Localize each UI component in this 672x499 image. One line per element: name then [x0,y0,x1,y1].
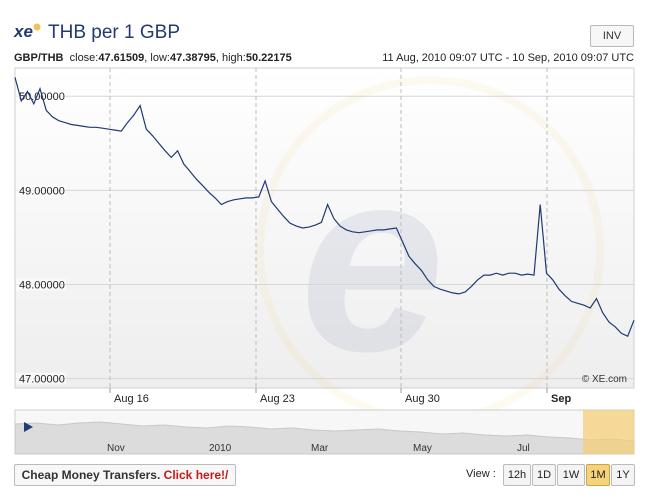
view-button-12h[interactable]: 12h [503,464,531,486]
navigator-window[interactable] [583,410,634,454]
pair-label: GBP/THB [14,52,64,64]
y-label-bg [16,184,66,197]
y-tick-label: 49.00000 [19,185,65,197]
money-transfer-promo[interactable]: Cheap Money Transfers. Click here!/ [14,464,236,486]
high-label: high: [221,52,246,64]
watermark-logo: e [256,76,604,424]
promo-link[interactable]: Click here!/ [163,468,229,482]
grid-lines [15,95,634,380]
low-value: 47.38795 [169,52,216,64]
view-button-1y[interactable]: 1Y [611,464,635,486]
view-button-1m[interactable]: 1M [586,464,610,486]
view-button-1w[interactable]: 1W [557,464,585,486]
navigator-label: May [413,443,432,454]
logo-text: xe [13,22,33,41]
navigator-label: 2010 [209,443,232,454]
y-label-bg [16,372,66,385]
rate-series-line [14,77,635,338]
chart-title: THB per 1 GBP [48,22,180,43]
navigator-label: Nov [107,443,125,454]
svg-text:e: e [300,116,445,406]
date-range: 11 Aug, 2010 09:07 UTC - 10 Sep, 2010 09… [382,52,634,64]
low-label: low: [150,52,170,64]
y-tick-label: 48.00000 [19,279,65,291]
promo-text: Cheap Money Transfers. [21,468,161,482]
play-icon[interactable] [24,422,33,432]
view-label: View : [466,468,496,480]
view-button-1d[interactable]: 1D [532,464,556,486]
plot-area [14,67,635,389]
date-grid-lines [109,68,548,388]
close-value: 47.61509 [98,52,145,64]
x-tick-label: Aug 16 [114,393,149,405]
xe-logo: xe [13,22,41,41]
high-value: 50.22175 [245,52,292,64]
navigator-labels: Nov 2010 Mar May Jul [107,443,530,454]
chart-header: xe THB per 1 GBP INV [0,0,672,48]
navigator-label: Jul [517,443,530,454]
close-label: close: [69,52,99,64]
x-tick-label: Aug 30 [405,393,440,405]
rate-summary: GBP/THB close:47.61509, low:47.38795, hi… [14,52,292,64]
navigator-label: Mar [311,443,329,454]
y-label-bg [16,278,66,291]
x-tick-label: Aug 23 [260,393,295,405]
invert-button[interactable]: INV [590,25,634,47]
x-axis-labels: Aug 16 Aug 23 Aug 30 Sep [109,388,571,405]
y-tick-label: 47.00000 [19,374,65,386]
xe-watermark-text: © XE.com [582,374,627,385]
x-tick-label: Sep [551,393,571,405]
